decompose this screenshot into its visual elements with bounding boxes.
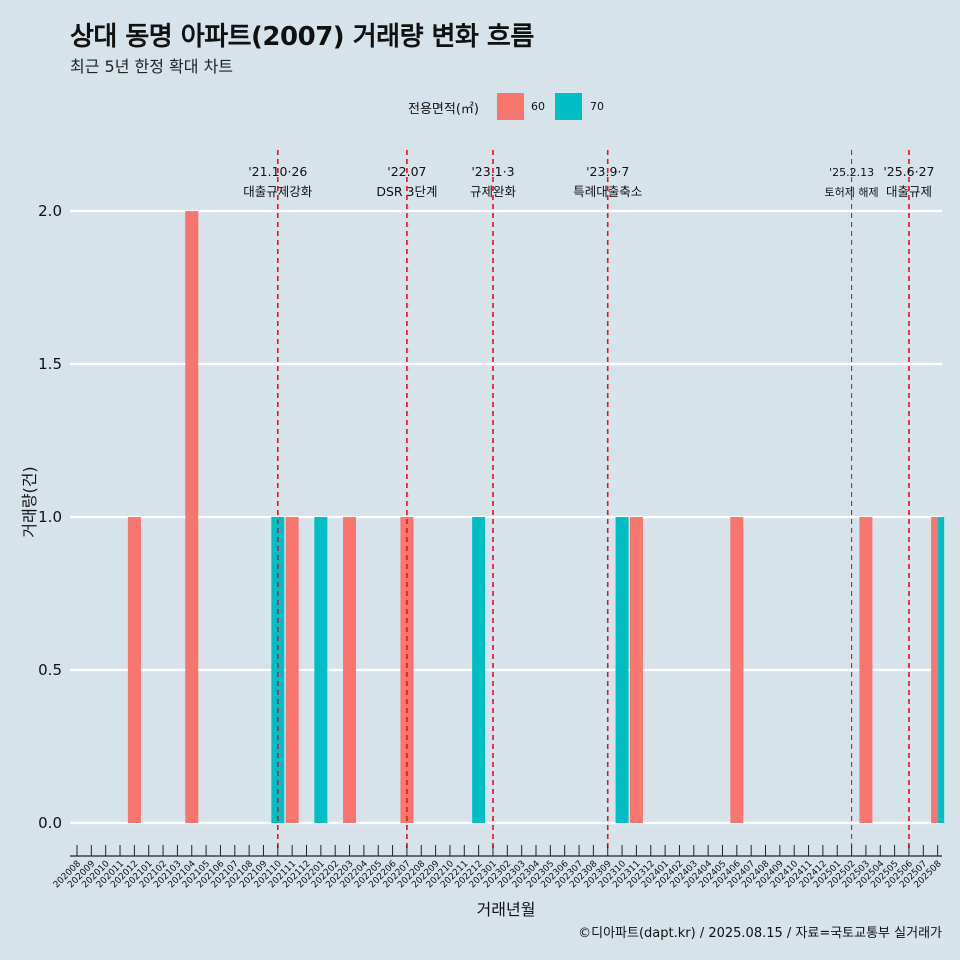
legend-label-70: 70 — [590, 100, 604, 113]
event-date: '23.9·7 — [586, 164, 629, 179]
event-date: '23.1·3 — [471, 164, 514, 179]
y-tick-label: 0.0 — [38, 814, 62, 832]
bar-60-202503 — [859, 517, 873, 823]
event-date: '21.10·26 — [248, 164, 307, 179]
event-date: '25.2.13 — [829, 166, 874, 179]
bar-70-202310 — [615, 517, 629, 823]
bar-60-202207 — [400, 517, 414, 823]
legend-swatch-60 — [497, 93, 524, 120]
y-tick-label: 0.5 — [38, 661, 62, 679]
event-label: DSR 3단계 — [376, 184, 437, 199]
bar-60-202111 — [285, 517, 299, 823]
x-axis-title: 거래년월 — [477, 900, 536, 919]
bar-60-202311 — [629, 517, 643, 823]
bar-60-202104 — [185, 211, 199, 823]
legend-label-60: 60 — [531, 100, 545, 113]
chart-title: 상대 동명 아파트(2007) 거래량 변화 흐름 — [70, 22, 534, 52]
event-date: '22.07 — [387, 164, 426, 179]
legend-title: 전용면적(㎡) — [408, 102, 479, 117]
event-label: 특례대출축소 — [573, 184, 642, 199]
bar-70-202212 — [472, 517, 486, 823]
chart-caption: ©디아파트(dapt.kr) / 2025.08.15 / 자료=국토교통부 실… — [578, 926, 942, 941]
legend-swatch-70 — [555, 93, 582, 120]
bar-60-202203 — [343, 517, 357, 823]
bar-70-202201 — [314, 517, 328, 823]
event-label: 토허제 해제 — [825, 185, 879, 199]
y-tick-label: 1.5 — [38, 355, 62, 373]
bar-70-202110 — [271, 517, 285, 823]
y-tick-label: 2.0 — [38, 202, 62, 220]
bar-60-202406 — [730, 517, 744, 823]
y-axis-title: 거래량(건) — [20, 466, 39, 537]
event-label: 규제완화 — [470, 184, 517, 199]
bar-70-202508 — [937, 517, 945, 823]
event-label: 대출규제강화 — [243, 184, 313, 199]
event-label: 대출규제 — [886, 184, 932, 199]
y-tick-label: 1.0 — [38, 508, 62, 526]
bar-60-202508 — [931, 517, 938, 823]
bar-60-202012 — [127, 517, 141, 823]
legend: 전용면적(㎡) 60 70 — [0, 93, 960, 121]
event-date: '25.6·27 — [883, 164, 934, 179]
chart-subtitle: 최근 5년 한정 확대 차트 — [70, 57, 234, 76]
